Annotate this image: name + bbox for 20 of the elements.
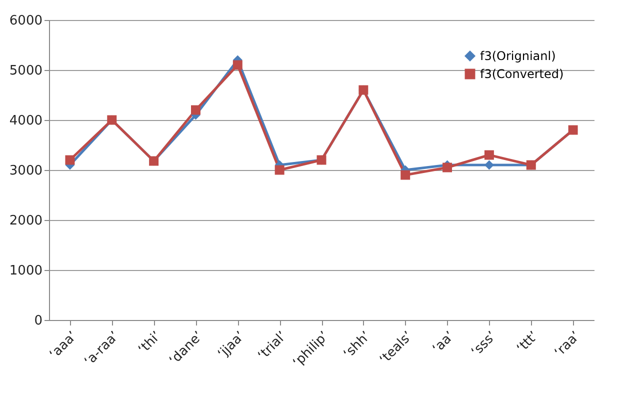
point	[190, 105, 200, 115]
y-tick-label: 1000	[9, 264, 42, 278]
y-tick-label: 4000	[9, 114, 42, 128]
point	[232, 60, 242, 70]
y-tick-label: 2000	[9, 214, 42, 228]
y-tick-label: 0	[34, 314, 42, 328]
point	[400, 170, 410, 180]
x-tick-label: ‘ttt’	[514, 328, 542, 356]
x-tick-label: ‘thi’	[136, 328, 164, 358]
y-tick-label: 5000	[9, 64, 42, 78]
point	[484, 160, 494, 170]
y-tick-label: 6000	[9, 14, 42, 28]
x-tick-label: ‘aa’	[430, 328, 458, 357]
point	[274, 165, 284, 175]
point	[65, 155, 75, 165]
y-tick-label: 3000	[9, 164, 42, 178]
point	[484, 150, 494, 160]
point	[442, 162, 452, 172]
legend-label: f3(Converted)	[480, 67, 564, 81]
legend-label: f3(Orignianl)	[480, 49, 556, 63]
